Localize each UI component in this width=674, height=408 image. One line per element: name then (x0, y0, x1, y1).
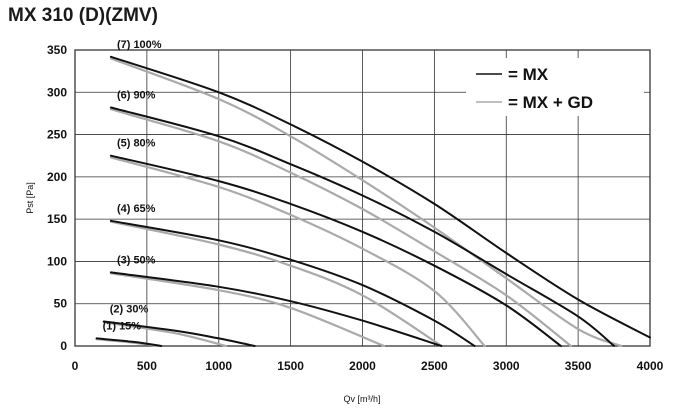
x-tick-label: 1000 (205, 359, 232, 373)
curve-mx-gd (109, 57, 623, 348)
y-tick-label: 250 (47, 128, 67, 142)
curve-mx (109, 154, 562, 347)
legend: = MX = MX + GD (466, 58, 644, 116)
x-tick-label: 2500 (421, 359, 448, 373)
x-tick-label: 1500 (277, 359, 304, 373)
curve-mx (95, 337, 163, 347)
series-group (95, 55, 651, 348)
y-tick-label: 200 (47, 170, 67, 184)
curve-mx (102, 320, 256, 347)
y-tick-labels: 0 50 100 150 200 250 300 350 (47, 43, 67, 353)
x-tick-label: 3000 (493, 359, 520, 373)
curve-mx-gd (109, 108, 572, 348)
curve-mx-gd (102, 321, 227, 348)
curve-mx-gd (109, 220, 443, 348)
y-tick-label: 300 (47, 85, 67, 99)
curve-label: (5) 80% (117, 138, 156, 150)
curve-label: (4) 65% (117, 203, 156, 215)
curve-labels: (7) 100% (6) 90% (5) 80% (4) 65% (3) 50% (2) … (103, 39, 162, 333)
curve-label: (2) 30% (110, 303, 149, 315)
y-tick-label: 50 (54, 297, 68, 311)
curve-mx (109, 219, 476, 347)
x-tick-label: 4000 (637, 359, 664, 373)
y-tick-label: 100 (47, 254, 67, 268)
x-tick-label: 0 (72, 359, 79, 373)
curve-mx (109, 271, 443, 347)
legend-label-mx: = MX (508, 65, 549, 84)
curve-mx-gd (109, 272, 386, 348)
y-tick-label: 150 (47, 212, 67, 226)
curve-mx (109, 55, 651, 339)
curve-label: (3) 50% (117, 254, 156, 266)
legend-label-mx-gd: = MX + GD (508, 93, 593, 112)
x-tick-labels: 0 500 1000 1500 2000 2500 3000 3500 4000 (72, 359, 664, 373)
curve-mx-gd (109, 156, 486, 348)
x-tick-label: 3500 (565, 359, 592, 373)
x-axis-label: Qv [m³/h] (343, 394, 380, 404)
curve-label: (7) 100% (117, 39, 162, 51)
y-axis-label: Pst [Pa] (25, 182, 35, 214)
curve-mx (109, 106, 616, 347)
x-tick-label: 2000 (349, 359, 376, 373)
y-tick-label: 350 (47, 43, 67, 57)
x-tick-label: 500 (137, 359, 157, 373)
legend-box (466, 58, 644, 116)
y-tick-label: 0 (60, 339, 67, 353)
curve-label: (1) 15% (103, 320, 142, 332)
curve-label: (6) 90% (117, 90, 156, 102)
page-title: MX 310 (D)(ZMV) (8, 5, 158, 26)
